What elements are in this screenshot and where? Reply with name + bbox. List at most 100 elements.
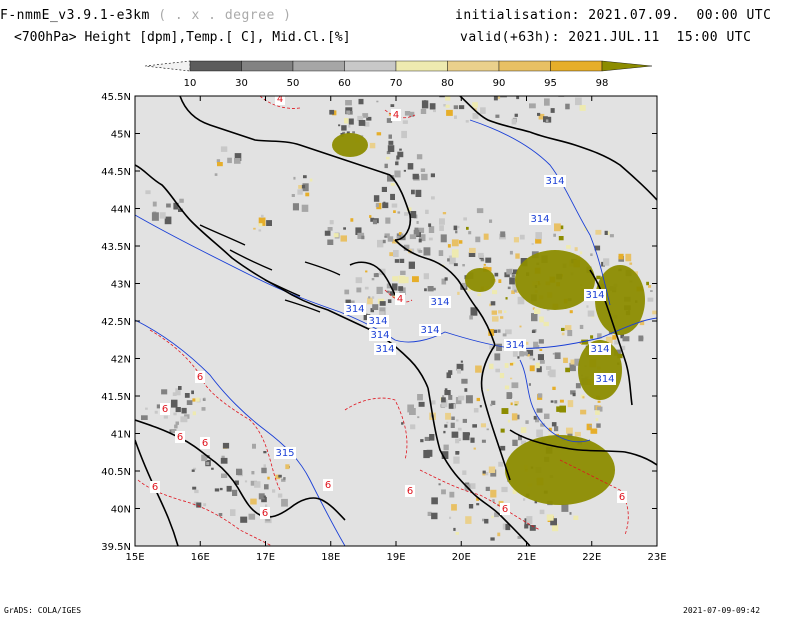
cloud-cell xyxy=(365,270,368,273)
valid-line: valid(+63h): 2021.JUL.11 15:00 UTC xyxy=(460,30,751,45)
cloud-cell xyxy=(192,486,197,490)
cloud-cell xyxy=(227,157,232,164)
cloud-cell xyxy=(468,504,474,509)
valid-label: valid(+63h): xyxy=(460,30,560,45)
cloud-cell xyxy=(453,263,458,267)
cloud-cell xyxy=(484,518,489,524)
cloud-cell xyxy=(426,449,433,457)
cloud-cell xyxy=(372,219,377,225)
cloud-cell xyxy=(412,173,419,180)
cloud-cell xyxy=(230,509,236,516)
cloud-cell xyxy=(511,413,518,421)
cloud-cell xyxy=(482,470,486,474)
cloud-cell xyxy=(428,226,435,233)
lat-label: 41N xyxy=(111,430,131,441)
cloud-cell xyxy=(537,112,541,116)
cloud-cell xyxy=(574,431,581,437)
cloud-cell xyxy=(222,442,230,449)
cloud-cell xyxy=(516,96,520,100)
cloud-cell xyxy=(589,424,592,428)
lon-label: 23E xyxy=(647,552,666,563)
cloud-cell xyxy=(511,274,515,278)
cloud-cell xyxy=(386,283,391,289)
cloud-cell xyxy=(443,444,449,451)
cloud-cell xyxy=(512,269,518,275)
cloud-cell xyxy=(533,415,537,420)
cloud-cell xyxy=(614,340,620,345)
cloud-cell xyxy=(595,418,599,422)
cloud-cell xyxy=(489,303,492,307)
cloud-cell xyxy=(514,401,519,405)
cloud-cell xyxy=(219,487,223,491)
height-label-bg xyxy=(429,296,451,308)
cloud-cell xyxy=(258,229,262,232)
lat-label: 40N xyxy=(111,505,131,516)
cloud-cell xyxy=(513,237,519,243)
island xyxy=(304,261,341,276)
cloud-cell xyxy=(494,353,501,361)
cloud-cell xyxy=(371,278,375,281)
cloud-cell xyxy=(473,408,479,413)
cloud-cell xyxy=(489,345,495,350)
cloud-cell xyxy=(545,119,549,122)
cloud-cell xyxy=(477,293,482,297)
lat-label: 43.5N xyxy=(101,242,131,253)
cloud-cell xyxy=(394,259,399,263)
cloud-cell xyxy=(462,264,465,267)
cloud-cell xyxy=(263,495,266,498)
cloud-cell xyxy=(480,107,486,114)
cloud-cell xyxy=(221,455,225,460)
cloud-cell xyxy=(550,108,555,113)
cloud-cell xyxy=(254,481,261,488)
colorbar-label: 70 xyxy=(390,78,403,89)
cloud-cell xyxy=(458,395,465,401)
height-label-bg xyxy=(584,289,606,301)
cloud-cell xyxy=(504,310,507,313)
temp-label-bg xyxy=(260,507,270,519)
cloud-cell xyxy=(345,100,352,106)
cloud-cell xyxy=(505,523,511,531)
cloud-cell xyxy=(483,263,486,266)
cloud-cell xyxy=(250,498,257,505)
island xyxy=(229,249,273,271)
cloud-cell xyxy=(348,125,351,128)
cloud-cell xyxy=(344,118,349,124)
cloud-cell xyxy=(604,230,608,235)
cloud-cell xyxy=(324,230,331,236)
cloud-cell xyxy=(218,513,223,517)
height-label-bg xyxy=(544,175,566,187)
cloud-cell xyxy=(429,400,436,405)
cloud-cell xyxy=(291,194,295,197)
cloud-cell xyxy=(625,253,632,262)
cloud-cell xyxy=(303,175,307,179)
cloud-cell xyxy=(453,527,456,531)
cloud-cell xyxy=(389,291,395,296)
temp-label-bg xyxy=(617,491,627,503)
cloud-cell xyxy=(476,397,480,402)
cloud-cell xyxy=(535,345,540,349)
cloud-cell xyxy=(470,437,475,443)
cloud-cell xyxy=(175,407,181,413)
temp-label: 6 xyxy=(162,404,168,415)
temp-label: 4 xyxy=(397,294,403,305)
cloud-cell xyxy=(535,417,540,423)
cloud-cell xyxy=(141,415,148,420)
cloud-cell xyxy=(258,223,263,227)
cloud-cell xyxy=(201,454,208,462)
cloud-cell xyxy=(387,236,394,242)
cloud-cell xyxy=(211,467,214,470)
cloud-cell xyxy=(346,110,350,114)
cloud-cell xyxy=(594,245,601,251)
cloud-cell xyxy=(446,109,453,116)
cloud-cell xyxy=(580,409,587,415)
cloud-cell xyxy=(427,511,432,516)
cloud-cell xyxy=(595,229,602,235)
cloud-cell xyxy=(531,313,538,322)
cloud-cell xyxy=(497,532,501,537)
cloud-cell xyxy=(509,362,514,366)
cloud-cell xyxy=(145,407,148,410)
height-label: 314 xyxy=(345,304,364,315)
border xyxy=(480,344,511,481)
cloud-cell xyxy=(488,363,494,370)
cloud-cell xyxy=(457,225,460,229)
